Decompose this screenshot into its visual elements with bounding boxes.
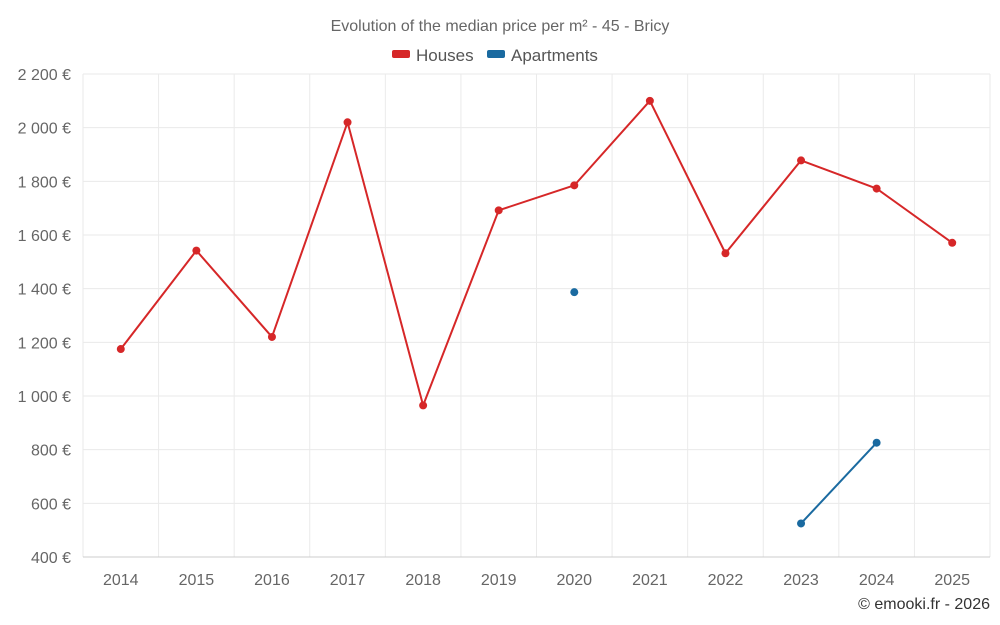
y-axis: 400 € 600 € 800 € 1 000 € 1 200 € 1 400 € 1 60… [18, 67, 71, 567]
data-point-houses[interactable] [494, 206, 503, 215]
data-point-houses[interactable] [192, 246, 201, 255]
data-point-houses[interactable] [343, 118, 352, 127]
x-tick-label: 2022 [708, 572, 744, 589]
data-point-houses[interactable] [570, 181, 579, 190]
legend-item-apartments[interactable]: Apartments [487, 46, 598, 65]
x-tick-label: 2023 [783, 572, 819, 589]
x-tick-label: 2018 [405, 572, 441, 589]
y-tick-label: 1 200 € [18, 335, 71, 352]
x-tick-label: 2014 [103, 572, 139, 589]
series-line-houses [119, 99, 953, 407]
data-point-houses[interactable] [872, 184, 881, 193]
x-tick-label: 2025 [934, 572, 970, 589]
credit-text: © emooki.fr - 2026 [858, 596, 990, 613]
data-point-apartments[interactable] [797, 519, 806, 528]
data-point-houses[interactable] [419, 401, 428, 410]
data-point-apartments[interactable] [872, 438, 881, 447]
legend-item-houses[interactable]: Houses [392, 46, 474, 65]
data-point-houses[interactable] [645, 96, 654, 105]
x-tick-label: 2017 [330, 572, 366, 589]
x-tick-label: 2015 [179, 572, 215, 589]
series-line-apartments [800, 442, 878, 525]
data-point-houses[interactable] [948, 238, 957, 247]
chart-title: Evolution of the median price per m² - 4… [331, 18, 670, 35]
y-tick-label: 2 000 € [18, 121, 71, 138]
series-apartments [570, 288, 881, 528]
grid [82, 73, 991, 557]
x-tick-label: 2016 [254, 572, 290, 589]
x-tick-label: 2021 [632, 572, 668, 589]
y-tick-label: 1 400 € [18, 282, 71, 299]
y-tick-label: 600 € [31, 496, 71, 513]
x-tick-label: 2020 [556, 572, 592, 589]
y-tick-label: 800 € [31, 443, 71, 460]
legend: Houses Apartments [392, 46, 598, 65]
data-point-houses[interactable] [797, 156, 806, 165]
y-tick-label: 2 200 € [18, 67, 71, 84]
series-layer [116, 96, 957, 528]
data-point-apartments[interactable] [570, 288, 579, 297]
y-tick-label: 1 800 € [18, 174, 71, 191]
data-point-houses[interactable] [116, 345, 125, 354]
series-houses [116, 96, 957, 410]
legend-label-apartments: Apartments [511, 46, 598, 65]
x-tick-label: 2019 [481, 572, 517, 589]
legend-swatch-houses [392, 50, 410, 58]
x-tick-label: 2024 [859, 572, 895, 589]
y-tick-label: 1 600 € [18, 228, 71, 245]
data-point-houses[interactable] [721, 249, 730, 258]
y-tick-label: 1 000 € [18, 389, 71, 406]
legend-swatch-apartments [487, 50, 505, 58]
y-tick-label: 400 € [31, 550, 71, 567]
legend-label-houses: Houses [416, 46, 474, 65]
x-axis: 2014 2015 2016 2017 2018 2019 2020 2021 2022 2023… [83, 556, 990, 589]
data-point-houses[interactable] [267, 332, 276, 341]
